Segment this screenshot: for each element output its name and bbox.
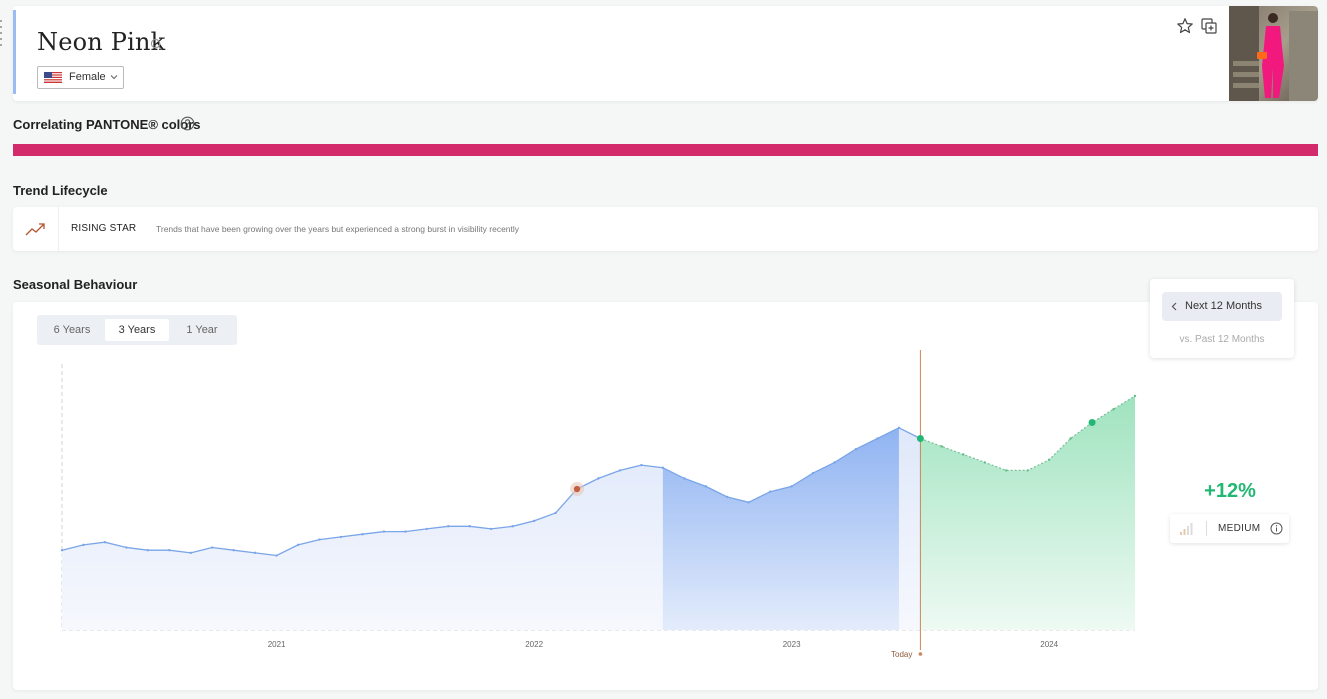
forecast-point-2023-09 bbox=[962, 453, 965, 456]
history-point-2021-01 bbox=[275, 554, 278, 557]
history-point-2022-08 bbox=[683, 477, 686, 480]
highlighted-period-area bbox=[662, 427, 899, 630]
history-point-2022-04 bbox=[597, 477, 600, 480]
forecast-point-2024-02 bbox=[1069, 437, 1072, 440]
history-point-2023-06 bbox=[897, 426, 901, 430]
forecast-value-marker bbox=[1088, 419, 1096, 427]
today-dot bbox=[918, 652, 923, 656]
history-point-2021-04 bbox=[339, 535, 343, 539]
left-edge-marker bbox=[0, 20, 2, 50]
tab-1-year[interactable]: 1 Year bbox=[186, 324, 218, 336]
burst-marker bbox=[573, 485, 581, 493]
forecast-point-2024-05 bbox=[1133, 394, 1137, 398]
today-value-marker bbox=[916, 434, 924, 442]
history-point-2021-06 bbox=[382, 530, 386, 533]
next-12-months-button[interactable]: Next 12 Months bbox=[1162, 292, 1282, 321]
history-point-2022-05 bbox=[618, 469, 622, 472]
history-point-2021-05 bbox=[361, 533, 364, 536]
history-point-2022-06 bbox=[640, 463, 643, 467]
history-point-2023-01 bbox=[790, 485, 793, 488]
history-point-2022-12 bbox=[768, 490, 772, 493]
history-point-2020-11 bbox=[232, 549, 235, 552]
trending-up-icon bbox=[25, 223, 45, 236]
tab-3-years[interactable]: 3 Years bbox=[105, 319, 169, 341]
header-accent-bar bbox=[13, 10, 16, 94]
history-point-2020-06 bbox=[125, 546, 128, 549]
history-point-2022-10 bbox=[726, 495, 729, 499]
history-point-2022-07 bbox=[661, 466, 665, 469]
x-tick-label-2024: 2024 bbox=[1040, 640, 1058, 649]
history-point-2021-10 bbox=[468, 525, 471, 528]
lifecycle-description: Trends that have been growing over the y… bbox=[156, 224, 520, 234]
lifecycle-icon-box bbox=[13, 207, 59, 251]
x-tick-label-2021: 2021 bbox=[268, 640, 286, 649]
star-icon[interactable] bbox=[1176, 17, 1194, 35]
trend-header-card: Neon Pink Female bbox=[13, 6, 1318, 101]
forecast-area bbox=[920, 395, 1135, 630]
forecast-period-panel: Next 12 Months vs. Past 12 Months bbox=[1150, 279, 1294, 358]
confidence-divider bbox=[1206, 521, 1207, 536]
history-point-2021-07 bbox=[404, 530, 407, 533]
us-flag-icon bbox=[44, 72, 62, 83]
x-tick-label-2023: 2023 bbox=[783, 640, 801, 649]
history-point-2020-09 bbox=[189, 551, 192, 555]
time-range-tabs: 6 Years 3 Years 1 Year bbox=[37, 315, 237, 345]
history-point-2020-10 bbox=[211, 546, 214, 549]
today-label: Today bbox=[891, 650, 912, 659]
gender-label: Female bbox=[69, 71, 106, 83]
history-point-2022-01 bbox=[532, 519, 536, 523]
history-point-2023-02 bbox=[811, 471, 815, 475]
forecast-point-2023-10 bbox=[983, 461, 986, 464]
lifecycle-name: RISING STAR bbox=[71, 223, 137, 234]
history-point-2022-09 bbox=[704, 485, 707, 488]
tab-6-years[interactable]: 6 Years bbox=[53, 324, 91, 336]
history-point-2020-05 bbox=[103, 541, 107, 544]
history-point-2023-03 bbox=[833, 461, 836, 464]
lifecycle-section-title: Trend Lifecycle bbox=[13, 183, 108, 198]
pantone-section-title: Correlating PANTONE® colors bbox=[13, 117, 201, 132]
next-12-months-label: Next 12 Months bbox=[1185, 300, 1263, 312]
history-point-2020-03 bbox=[60, 549, 64, 552]
history-point-2020-07 bbox=[146, 549, 150, 552]
trend-thumbnail-image[interactable] bbox=[1229, 6, 1318, 101]
chevron-left-icon bbox=[1171, 302, 1177, 311]
history-point-2020-12 bbox=[253, 551, 257, 555]
forecast-point-2024-04 bbox=[1112, 408, 1115, 411]
chevron-down-icon bbox=[110, 75, 118, 80]
forecast-point-2024-01 bbox=[1047, 458, 1051, 461]
forecast-point-2023-08 bbox=[940, 445, 944, 448]
gender-dropdown[interactable]: Female bbox=[37, 66, 124, 89]
history-point-2021-08 bbox=[425, 527, 429, 531]
add-to-collection-icon[interactable] bbox=[1200, 17, 1218, 35]
help-icon[interactable] bbox=[180, 116, 195, 131]
forecast-change-percent: +12% bbox=[1204, 480, 1256, 502]
info-icon[interactable] bbox=[1270, 522, 1283, 535]
x-tick-label-2022: 2022 bbox=[525, 640, 543, 649]
history-point-2021-02 bbox=[296, 543, 300, 547]
history-point-2020-04 bbox=[82, 543, 85, 547]
search-icon[interactable] bbox=[150, 38, 163, 51]
forecast-point-2023-11 bbox=[1005, 469, 1008, 472]
history-point-2021-03 bbox=[318, 538, 321, 541]
history-point-2021-12 bbox=[511, 525, 514, 528]
history-point-2021-11 bbox=[490, 527, 493, 531]
history-point-2022-11 bbox=[747, 501, 750, 504]
history-point-2023-05 bbox=[876, 437, 879, 440]
confidence-badge: MEDIUM bbox=[1170, 514, 1289, 543]
confidence-level: MEDIUM bbox=[1218, 523, 1261, 534]
trend-title: Neon Pink bbox=[37, 28, 166, 56]
history-point-2023-04 bbox=[854, 447, 858, 451]
history-point-2020-08 bbox=[168, 549, 171, 552]
lifecycle-card: RISING STAR Trends that have been growin… bbox=[13, 207, 1318, 251]
seasonal-section-title: Seasonal Behaviour bbox=[13, 277, 138, 292]
forecast-point-2023-12 bbox=[1026, 469, 1029, 472]
signal-bars-icon bbox=[1180, 523, 1193, 535]
past-12-months-option[interactable]: vs. Past 12 Months bbox=[1179, 334, 1265, 345]
history-point-2021-09 bbox=[447, 525, 450, 528]
pantone-color-swatch[interactable] bbox=[13, 144, 1318, 156]
history-point-2022-02 bbox=[554, 511, 557, 515]
